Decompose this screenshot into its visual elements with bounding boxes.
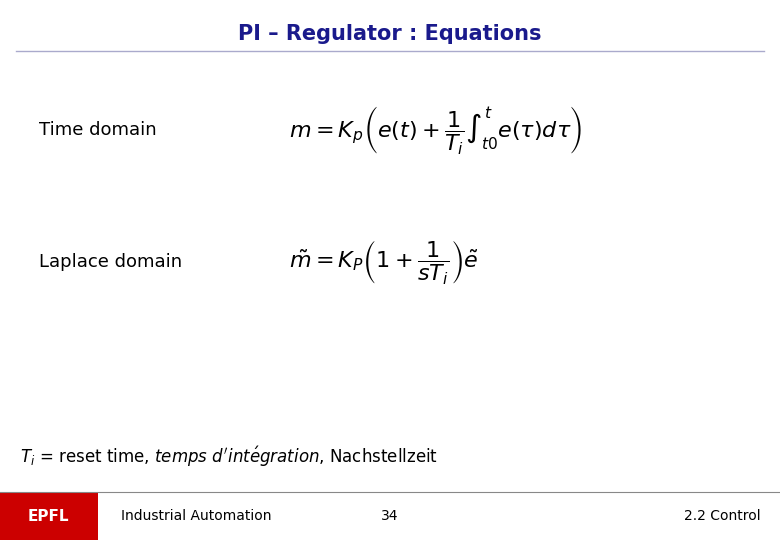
Text: Laplace domain: Laplace domain — [39, 253, 182, 271]
Text: $T_i$ = reset time, $\mathit{temps\ d'int\'{e}gration}$, Nachstellzeit: $T_i$ = reset time, $\mathit{temps\ d'in… — [20, 444, 438, 469]
Text: PI – Regulator : Equations: PI – Regulator : Equations — [238, 24, 542, 44]
Text: EPFL: EPFL — [27, 509, 69, 524]
Text: 34: 34 — [381, 509, 399, 523]
Text: $\tilde{m} =K_P\left(1+\dfrac{1}{sT_i}\right)\tilde{e}$: $\tilde{m} =K_P\left(1+\dfrac{1}{sT_i}\r… — [289, 238, 478, 286]
Text: Industrial Automation: Industrial Automation — [121, 509, 271, 523]
Text: 2.2 Control: 2.2 Control — [684, 509, 760, 523]
Text: Time domain: Time domain — [39, 120, 157, 139]
Text: $m = K_p\left(e(t)+\dfrac{1}{T_i}\int_{t0}^{t}e(\tau)d\tau\right)$: $m = K_p\left(e(t)+\dfrac{1}{T_i}\int_{t… — [289, 104, 582, 156]
FancyBboxPatch shape — [0, 492, 98, 540]
